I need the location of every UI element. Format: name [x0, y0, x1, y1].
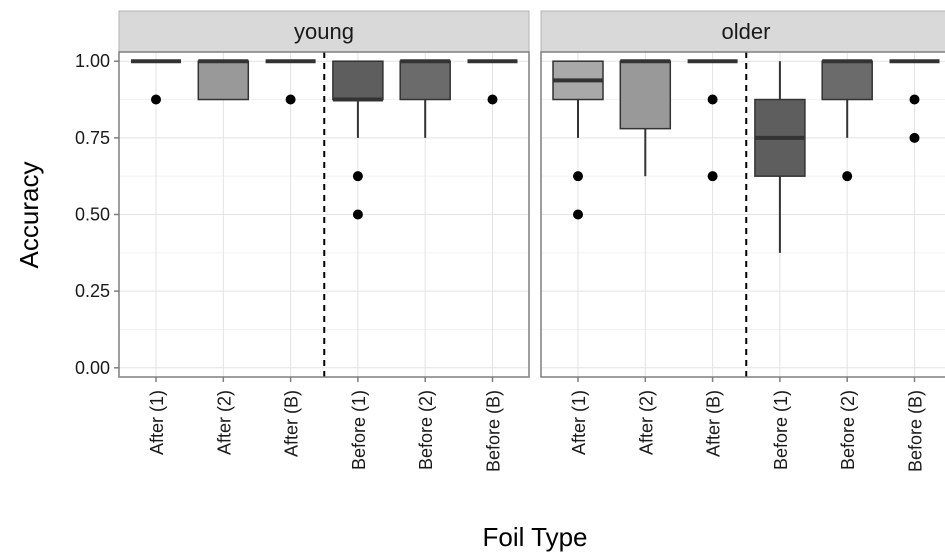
x-tick-label: After (1)	[147, 390, 167, 455]
x-tick-label: Before (2)	[838, 390, 858, 470]
x-tick-label: Before (B)	[906, 390, 926, 472]
iqr-box	[619, 60, 672, 130]
x-axis-title: Foil Type	[482, 522, 587, 552]
x-tick-label: After (2)	[636, 390, 656, 455]
outlier-point	[909, 94, 920, 105]
y-tick-label: 0.00	[75, 358, 110, 378]
outlier-point	[707, 171, 718, 182]
x-tick-label: Before (B)	[484, 390, 504, 472]
outlier-point	[842, 171, 853, 182]
iqr-box	[821, 60, 873, 101]
x-tick-label: Before (1)	[771, 390, 791, 470]
x-tick-label: Before (2)	[416, 390, 436, 470]
outlier-point	[573, 209, 583, 220]
panel-border	[540, 51, 945, 378]
outlier-point	[352, 171, 363, 182]
outlier-point	[707, 94, 718, 105]
iqr-box	[197, 60, 250, 101]
y-tick-label: 0.50	[75, 205, 110, 225]
iqr-box	[399, 60, 451, 101]
x-tick-label: After (1)	[569, 390, 589, 455]
outlier-point	[285, 94, 296, 105]
y-tick-label: 0.75	[75, 128, 110, 148]
facet-strip-young	[118, 10, 530, 53]
facet-strip-label: young	[294, 19, 354, 44]
y-tick-label: 1.00	[75, 51, 110, 71]
y-axis-title: Accuracy	[14, 162, 44, 269]
outlier-point	[352, 209, 363, 220]
x-tick-label: After (B)	[704, 390, 724, 457]
outlier-point	[151, 94, 161, 105]
axes-layer: After (1) After (2) After (B) Before (1) Bef…	[75, 51, 945, 472]
facet-strip-older	[540, 10, 945, 53]
boxplot-marks-layer	[131, 52, 940, 377]
outlier-point	[573, 171, 583, 182]
x-tick-label: After (2)	[214, 390, 234, 455]
outlier-point	[487, 94, 498, 105]
facet-strip-label: older	[722, 19, 771, 44]
y-tick-label: 0.25	[75, 281, 110, 301]
iqr-box	[332, 60, 384, 101]
outlier-point	[909, 132, 920, 143]
x-tick-label: After (B)	[282, 390, 302, 457]
x-tick-label: Before (1)	[349, 390, 369, 470]
